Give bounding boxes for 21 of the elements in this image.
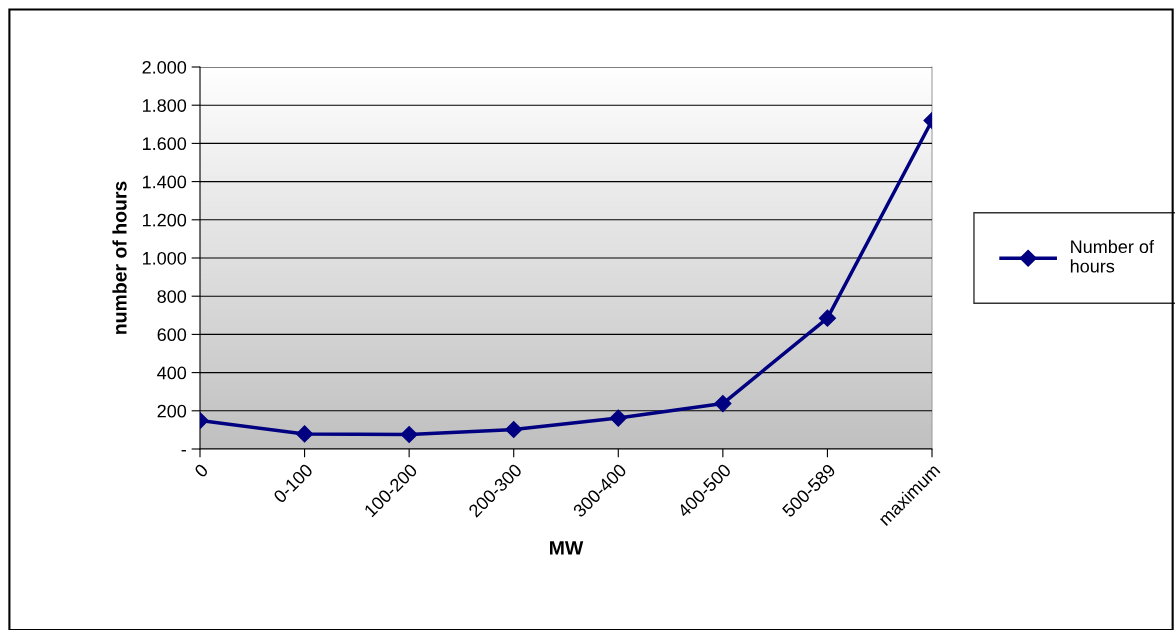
point (296, 425, 314, 443)
x-axis-title: MW (550, 541, 584, 555)
y-tick-label: 1.200 (143, 213, 187, 227)
y-tick-label: - (181, 450, 186, 452)
y-tick-label: 1.400 (143, 175, 187, 189)
y-tick-label: 1.000 (143, 251, 187, 265)
y-tick-label: 1.800 (143, 99, 187, 112)
legend-label: Number of hours (1070, 239, 1154, 273)
y-axis-title: number of hours (112, 181, 127, 334)
y-tick-label: 800 (157, 290, 187, 303)
y-tick-label: 600 (157, 328, 187, 342)
point (505, 420, 523, 439)
y-tick-label: 400 (157, 366, 187, 380)
y-tick-label: 2.000 (142, 60, 187, 74)
y-tick-label: 200 (157, 404, 187, 418)
point (400, 425, 418, 444)
x-tick-label: 0 (193, 463, 209, 479)
point (714, 394, 732, 413)
point (818, 309, 836, 327)
point (609, 409, 627, 427)
y-tick-label: 1.600 (143, 137, 187, 151)
